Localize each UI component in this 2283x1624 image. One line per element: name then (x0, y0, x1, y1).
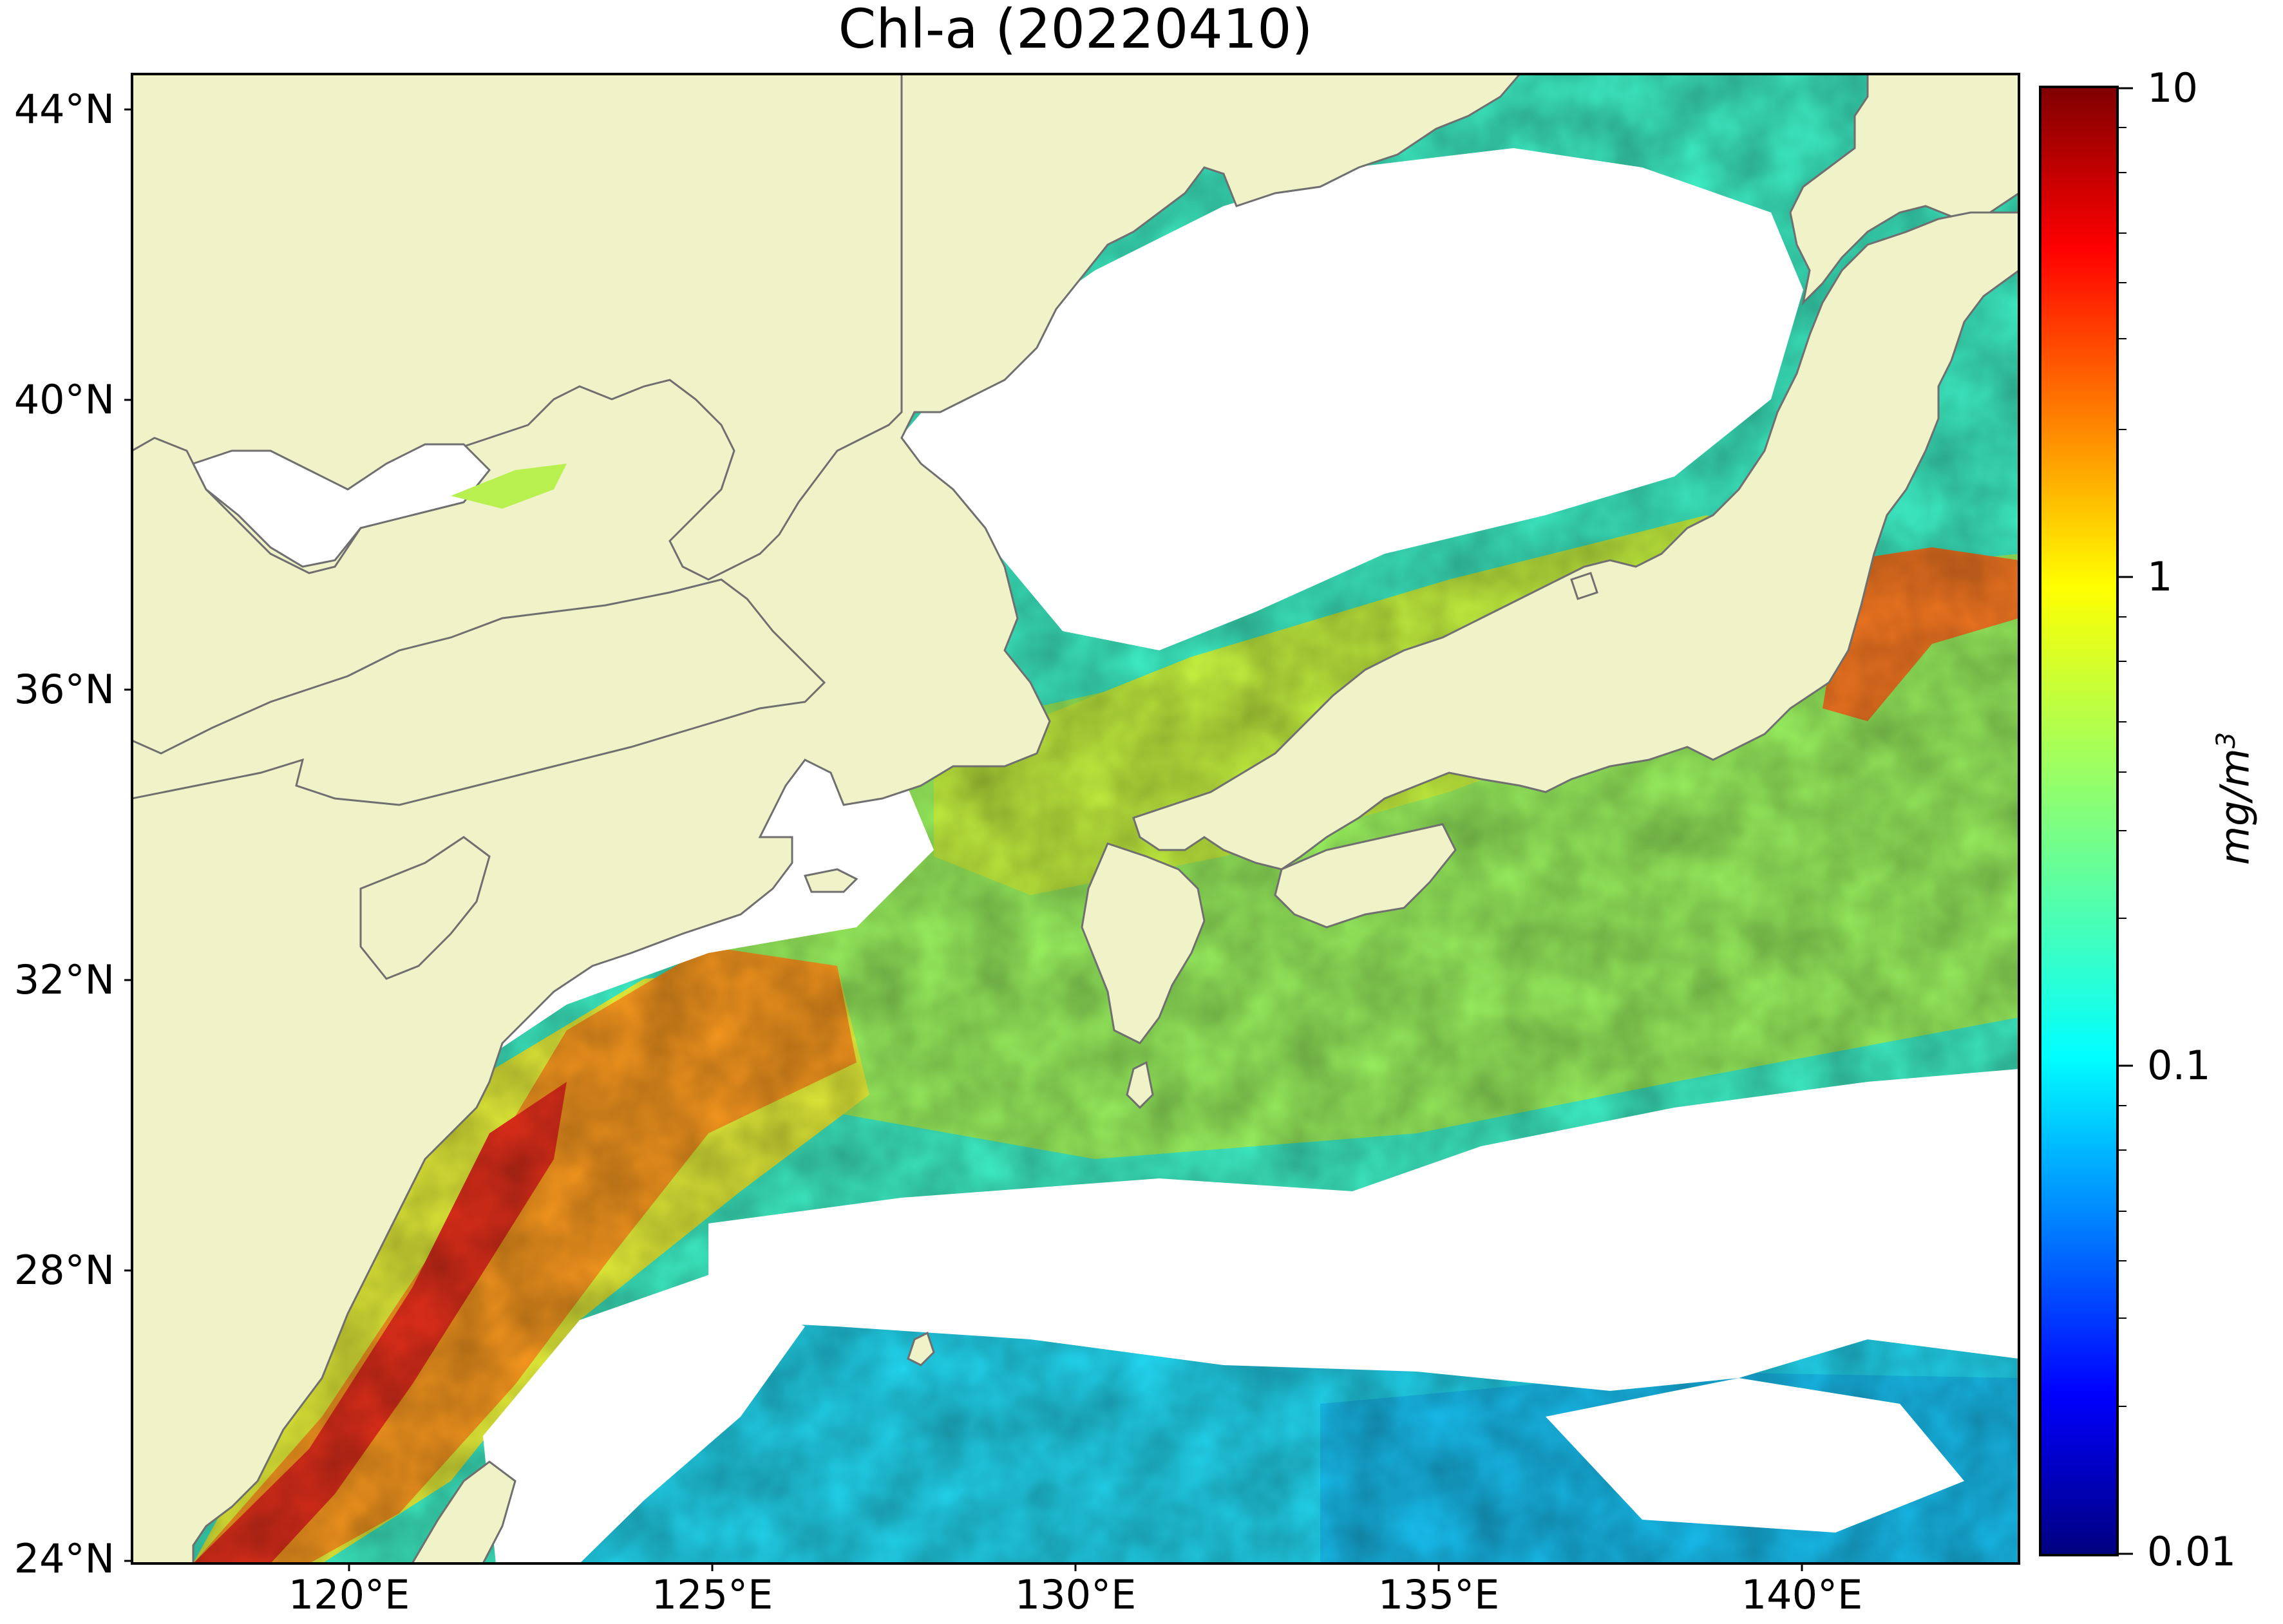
land-tanegashima (1126, 1061, 1154, 1109)
colorbar-unit-exponent: 3 (2211, 732, 2241, 749)
lat-label-40n: 40°N (14, 376, 115, 423)
land-liaodong (132, 74, 903, 581)
colorbar-label-10: 10 (2147, 64, 2198, 111)
colorbar-frame (2039, 86, 2119, 1556)
lon-label-125e: 125°E (651, 1571, 773, 1618)
lon-tick-marks (348, 1563, 1803, 1571)
lat-label-36n: 36°N (14, 666, 115, 713)
colorbar-label-0-01: 0.01 (2147, 1528, 2237, 1575)
map-title: Chl-a (20220410) (838, 0, 1313, 61)
land-masses (132, 74, 2019, 1563)
chl-field-bohai-patch (451, 464, 567, 509)
land-taiwan (411, 1460, 516, 1563)
colorbar-unit-label: mg/m3 (2212, 732, 2259, 865)
map-area (132, 74, 2019, 1563)
lat-label-28n: 28°N (14, 1247, 115, 1294)
colorbar-gradient (2040, 87, 2117, 1555)
lon-label-130e: 130°E (1014, 1571, 1137, 1618)
land-jeju (803, 868, 858, 893)
land-honshu (1132, 211, 2019, 871)
land-asia-mainland (132, 74, 1521, 1563)
cloud-sea-of-japan (889, 148, 1803, 650)
colorbar-label-1: 1 (2147, 553, 2173, 600)
lon-label-135e: 135°E (1378, 1571, 1500, 1618)
lon-label-120e: 120°E (288, 1571, 410, 1618)
cloud-southeast-patch (1546, 1378, 1964, 1533)
lat-tick-marks (124, 108, 132, 1562)
land-sado (1570, 572, 1598, 600)
colorbar-label-0-1: 0.1 (2147, 1042, 2211, 1089)
land-shandong (132, 578, 826, 806)
colorbar-unit-main: mg/m (2211, 748, 2259, 865)
lat-label-44n: 44°N (14, 86, 115, 133)
lon-label-140e: 140°E (1741, 1571, 1863, 1618)
land-shikoku (1274, 823, 1457, 929)
colorbar-minor-ticks (2117, 127, 2127, 1407)
land-okinawa (907, 1331, 935, 1366)
colorbar-major-ticks (2117, 87, 2133, 1555)
land-kyushu (1081, 842, 1206, 1044)
cloud-southwest (483, 1275, 805, 1563)
cloud-south-band (708, 1069, 2019, 1391)
lat-label-32n: 32°N (14, 956, 115, 1003)
lat-label-24n: 24°N (14, 1535, 115, 1582)
